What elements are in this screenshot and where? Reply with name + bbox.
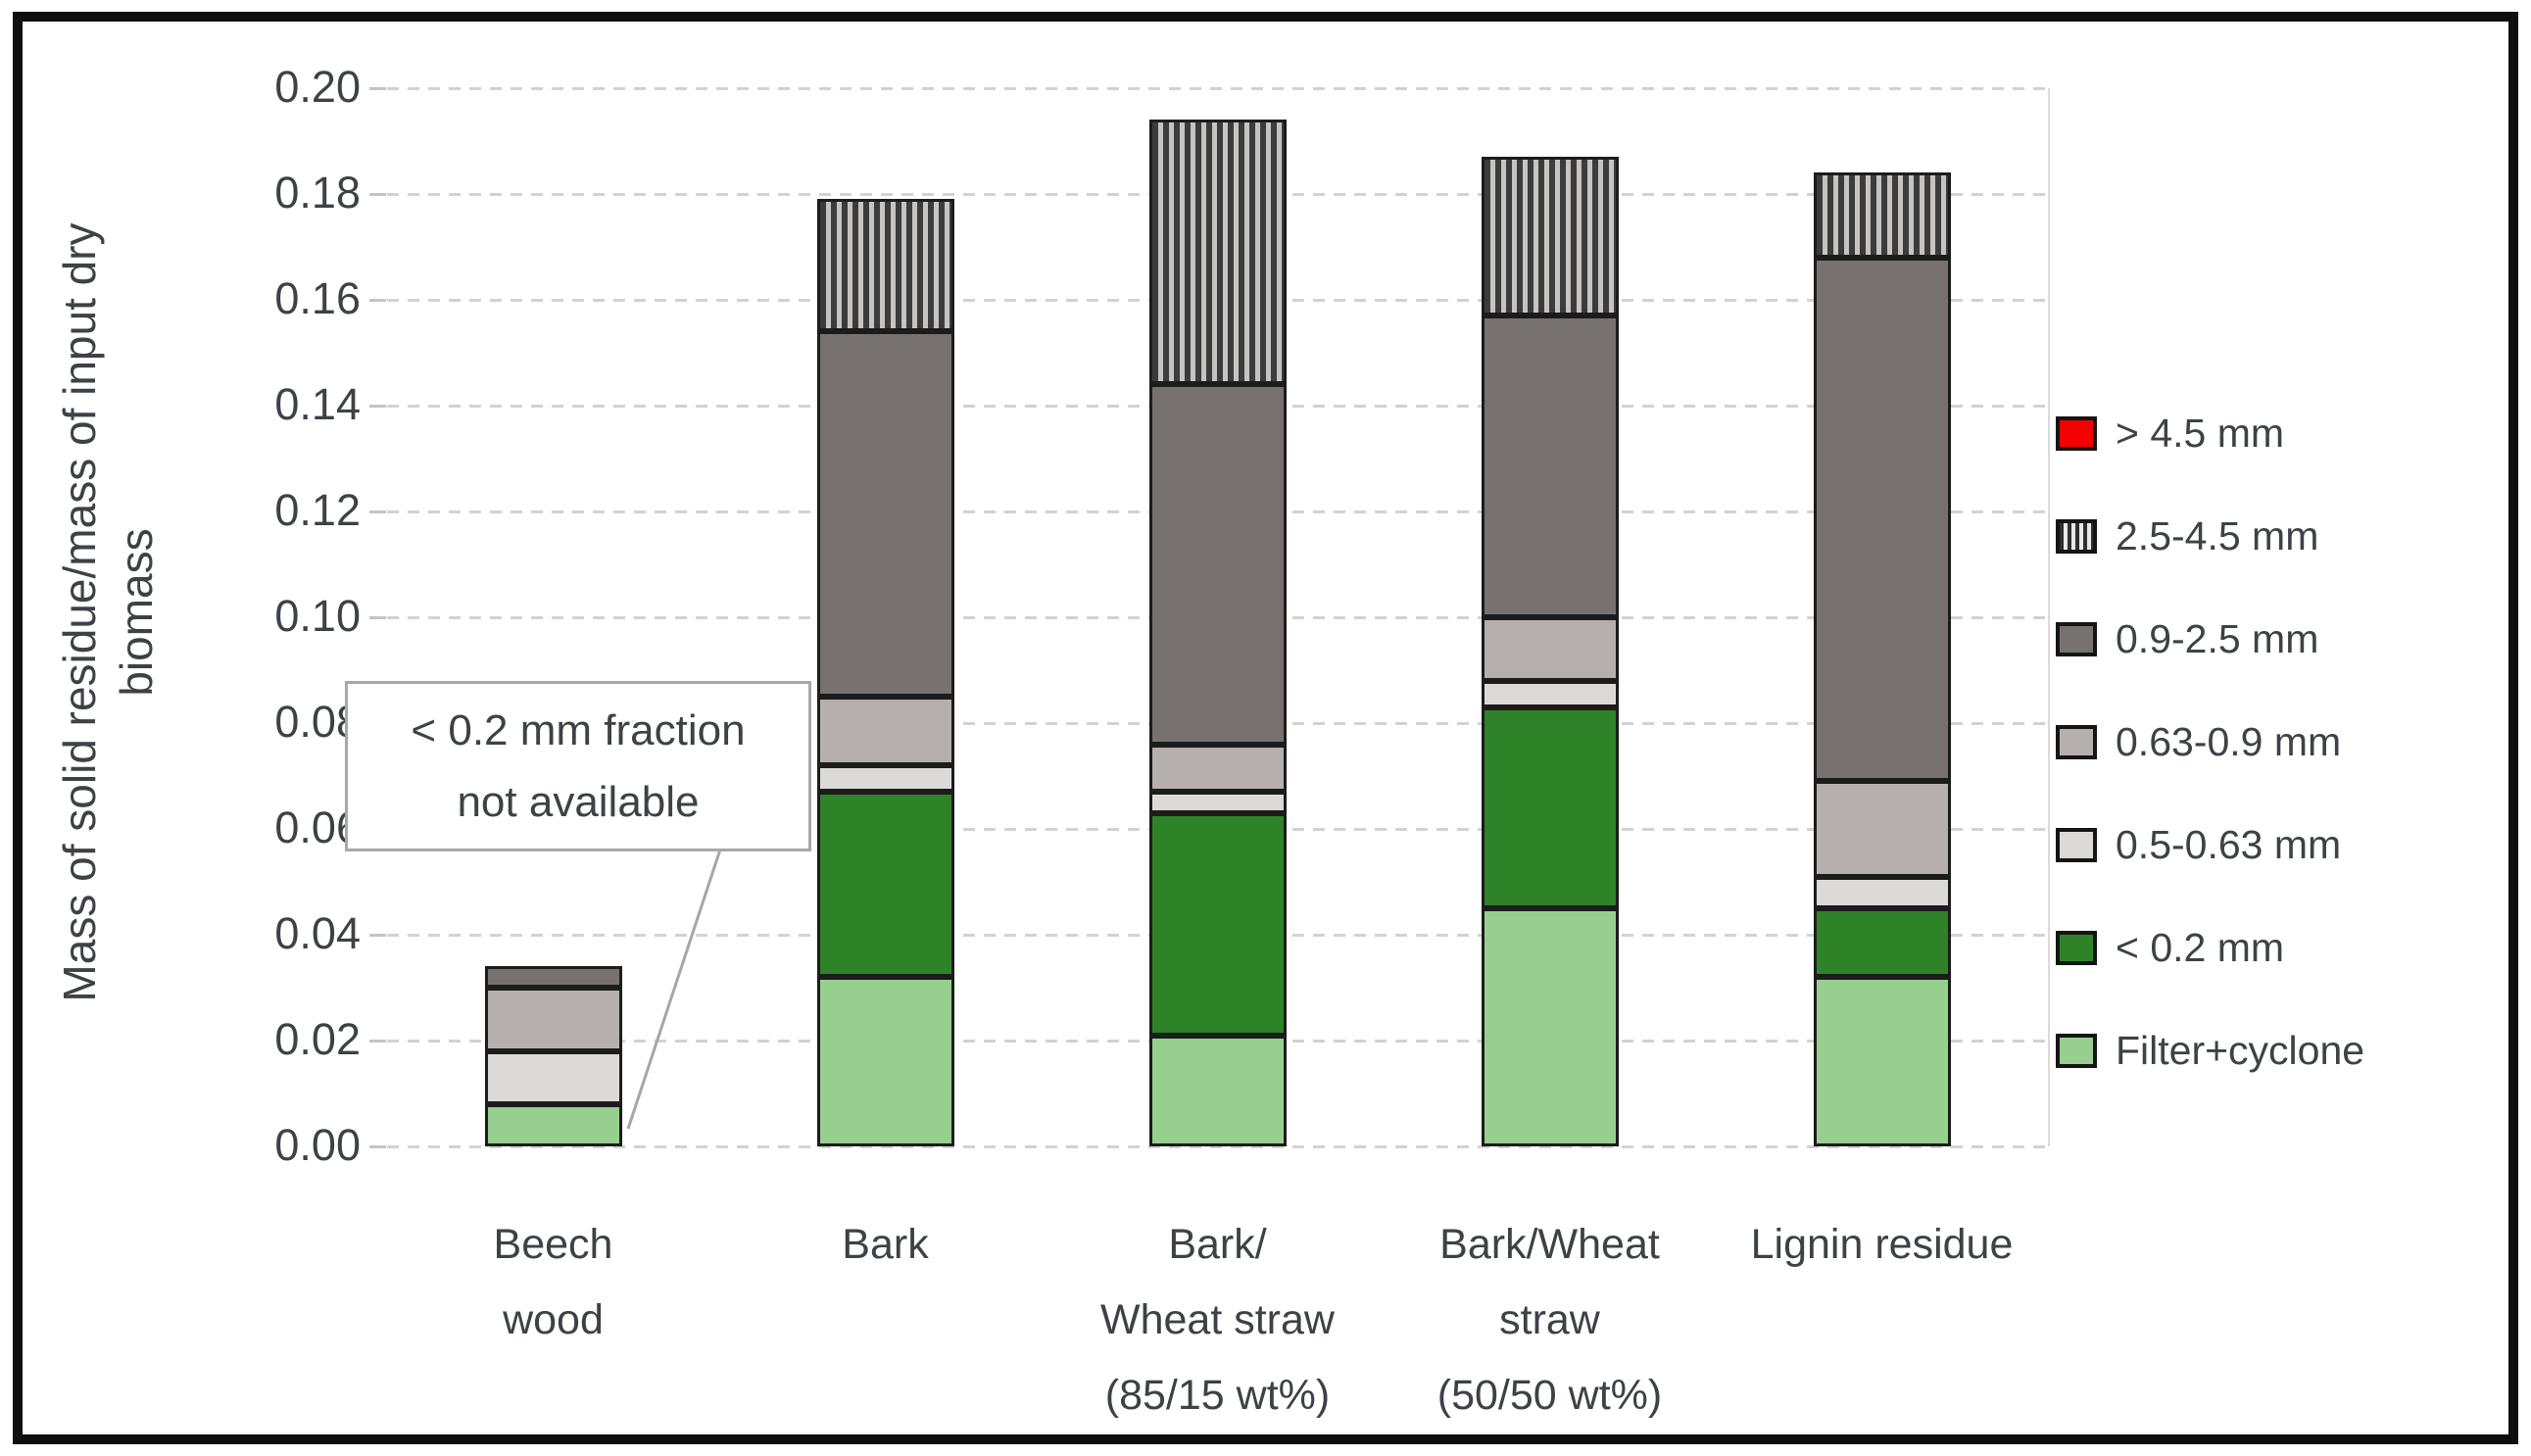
legend-label: 0.63-0.9 mm bbox=[2116, 719, 2342, 764]
x-axis-label: Lignin residue bbox=[1696, 1207, 2069, 1283]
bar-segment-0-63-0-9-mm bbox=[1481, 617, 1619, 681]
x-axis-label-line: (50/50 wt%) bbox=[1436, 1372, 1663, 1419]
y-tick-label: 0.12 bbox=[274, 485, 361, 535]
y-tick-mark bbox=[369, 934, 386, 937]
plot-right-border bbox=[2048, 88, 2050, 1146]
legend-item: < 0.2 mm bbox=[2056, 924, 2284, 971]
bar-segment-0-2-mm bbox=[816, 792, 954, 978]
bar-segment-filter-cyclone bbox=[1481, 908, 1619, 1146]
bar-segment-2-5-4-5-mm bbox=[1481, 157, 1619, 316]
bar-segment-0-5-0-63-mm bbox=[1481, 680, 1619, 707]
bar-bark bbox=[816, 88, 954, 1146]
y-tick-label: 0.04 bbox=[274, 908, 361, 958]
bar-segment-0-2-mm bbox=[1813, 908, 1951, 978]
bar-segment-filter-cyclone bbox=[1813, 977, 1951, 1146]
x-axis-label-line: Beech bbox=[493, 1221, 613, 1268]
annotation-line2: not available bbox=[457, 778, 700, 826]
legend-item: Filter+cyclone bbox=[2056, 1027, 2364, 1074]
legend-label: 0.5-0.63 mm bbox=[2116, 822, 2342, 867]
gridline bbox=[387, 1145, 2048, 1148]
legend-label: > 4.5 mm bbox=[2116, 411, 2285, 456]
y-tick-mark bbox=[369, 193, 386, 196]
bar-segment-0-2-mm bbox=[1148, 812, 1287, 1036]
bar-segment-0-2-mm bbox=[1481, 706, 1619, 908]
bar-segment-0-9-2-5-mm bbox=[816, 331, 954, 697]
legend-label: Filter+cyclone bbox=[2116, 1028, 2365, 1073]
x-axis-label: Bark/Wheat straw (85/15 wt%) bbox=[1032, 1207, 1404, 1433]
y-tick-mark bbox=[369, 299, 386, 302]
x-axis-label-line: straw bbox=[1499, 1296, 1600, 1343]
legend-item: > 4.5 mm bbox=[2056, 410, 2284, 457]
y-tick-label: 0.20 bbox=[274, 62, 361, 112]
y-tick-mark bbox=[369, 1145, 386, 1148]
bar-segment-0-63-0-9-mm bbox=[1813, 781, 1951, 877]
bar-segment-0-9-2-5-mm bbox=[1481, 315, 1619, 617]
legend-item: 0.9-2.5 mm bbox=[2056, 615, 2318, 662]
gridline bbox=[387, 87, 2048, 90]
legend-item: 0.63-0.9 mm bbox=[2056, 718, 2341, 765]
y-tick-mark bbox=[369, 616, 386, 619]
annotation-line1: < 0.2 mm fraction bbox=[411, 706, 746, 754]
y-tick-mark bbox=[369, 87, 386, 90]
x-axis-label-line: Lignin residue bbox=[1750, 1221, 2014, 1268]
bar-segment-0-5-0-63-mm bbox=[816, 765, 954, 793]
bar-segment-0-63-0-9-mm bbox=[816, 697, 954, 766]
x-axis-label-line: wood bbox=[503, 1296, 604, 1343]
bar-segment-0-5-0-63-mm bbox=[1148, 792, 1287, 813]
y-tick-label: 0.02 bbox=[274, 1014, 361, 1064]
x-axis-label-line: Bark/Wheat bbox=[1439, 1221, 1660, 1268]
x-axis-label-line: Bark/ bbox=[1168, 1221, 1267, 1268]
bar-segment-2-5-4-5-mm bbox=[1148, 120, 1287, 385]
bar-bark-wheat-straw-85-15-wt bbox=[1148, 88, 1287, 1146]
legend-item: 0.5-0.63 mm bbox=[2056, 821, 2341, 868]
bar-segment-2-5-4-5-mm bbox=[816, 199, 954, 332]
bar-beech-wood bbox=[484, 88, 622, 1146]
y-tick-label: 0.00 bbox=[274, 1120, 361, 1170]
legend-label: 0.9-2.5 mm bbox=[2116, 616, 2319, 661]
bar-bark-wheat-straw-50-50-wt bbox=[1481, 88, 1619, 1146]
bar-segment-0-63-0-9-mm bbox=[484, 988, 622, 1051]
legend-item: 2.5-4.5 mm bbox=[2056, 512, 2318, 559]
bar-segment-filter-cyclone bbox=[816, 977, 954, 1146]
x-axis-label: Beech wood bbox=[367, 1207, 740, 1358]
x-axis-label-line: Wheat straw bbox=[1100, 1296, 1335, 1343]
legend-label: < 0.2 mm bbox=[2116, 925, 2285, 970]
legend-label: 2.5-4.5 mm bbox=[2116, 513, 2319, 558]
x-axis-label: Bark bbox=[700, 1207, 1072, 1283]
legend-swatch-icon bbox=[2056, 1033, 2097, 1068]
legend-swatch-icon bbox=[2056, 621, 2097, 656]
legend-swatch-icon bbox=[2056, 930, 2097, 965]
x-axis-label-line: (85/15 wt%) bbox=[1104, 1372, 1331, 1419]
y-tick-label: 0.18 bbox=[274, 168, 361, 218]
bar-segment-filter-cyclone bbox=[484, 1103, 622, 1146]
legend-swatch-icon bbox=[2056, 827, 2097, 862]
x-axis-label-line: Bark bbox=[842, 1221, 929, 1268]
y-tick-label: 0.10 bbox=[274, 591, 361, 641]
legend-swatch-icon bbox=[2056, 724, 2097, 759]
bar-segment-0-5-0-63-mm bbox=[1813, 876, 1951, 908]
y-tick-mark bbox=[369, 1040, 386, 1043]
y-tick-mark bbox=[369, 405, 386, 408]
bar-segment-0-9-2-5-mm bbox=[1813, 257, 1951, 782]
x-axis-label: Bark/Wheat straw (50/50 wt%) bbox=[1364, 1207, 1736, 1433]
bar-segment-0-9-2-5-mm bbox=[1148, 384, 1287, 745]
bar-segment-0-63-0-9-mm bbox=[1148, 744, 1287, 793]
bar-segment-2-5-4-5-mm bbox=[1813, 172, 1951, 258]
bar-lignin-residue bbox=[1813, 88, 1951, 1146]
legend-swatch-icon bbox=[2056, 415, 2097, 451]
y-tick-label: 0.14 bbox=[274, 379, 361, 429]
bar-segment-0-5-0-63-mm bbox=[484, 1050, 622, 1104]
y-tick-label: 0.16 bbox=[274, 273, 361, 323]
y-tick-mark bbox=[369, 510, 386, 513]
bar-segment-0-9-2-5-mm bbox=[484, 966, 622, 988]
annotation-box: < 0.2 mm fraction not available bbox=[345, 681, 811, 851]
bar-segment-filter-cyclone bbox=[1148, 1035, 1287, 1146]
legend-swatch-icon bbox=[2056, 518, 2097, 554]
